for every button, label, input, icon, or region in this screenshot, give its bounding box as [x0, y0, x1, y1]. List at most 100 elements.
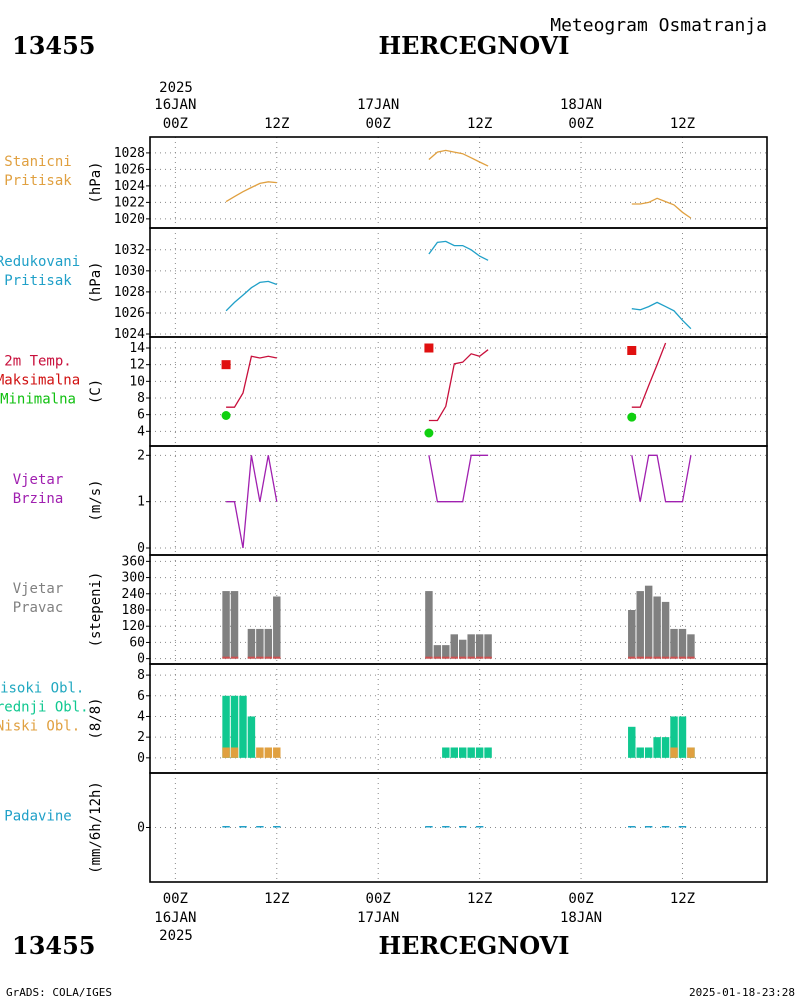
cloud-bar: [687, 747, 695, 758]
top-date-label: 18JAN: [560, 97, 602, 113]
wind-dir-bar: [467, 634, 475, 659]
series-line: [226, 355, 277, 408]
y-tick-label: 180: [122, 603, 145, 618]
bottom-hour-label: 12Z: [467, 891, 492, 907]
plot-area: [225, 149, 692, 219]
y-tick-label: 1: [137, 495, 145, 510]
plot-area: [225, 240, 692, 330]
plot-area: [226, 454, 692, 549]
wind-dir-bar: [661, 601, 670, 659]
wind-dir-baseline: [467, 656, 475, 659]
wind-dir-bar: [687, 634, 695, 659]
product-title: Meteogram Osmatranja: [550, 15, 767, 36]
precip-bar: [475, 826, 484, 828]
wind-dir-baseline: [256, 656, 264, 659]
panel-frame: [149, 136, 768, 229]
y-tick-label: 1026: [114, 162, 145, 177]
wind-dir-baseline: [459, 656, 467, 659]
max-temp-marker: [424, 343, 434, 353]
cloud-bar: [247, 716, 256, 758]
series-line: [225, 280, 278, 312]
wind-dir-bar: [442, 645, 450, 659]
wind-dir-bar: [230, 591, 239, 659]
series-line: [428, 349, 489, 422]
y-tick-label: 1032: [114, 243, 145, 258]
station-name-bottom: HERCEGNOVI: [378, 931, 569, 960]
y-tick-label: 12: [129, 358, 145, 373]
y-tick-label: 14: [129, 341, 145, 356]
wind-dir-bar: [264, 628, 273, 659]
top-hour-label: 12Z: [467, 116, 492, 132]
y-tick-label: 1028: [114, 285, 145, 300]
wind-dir-bar: [450, 634, 458, 659]
panel-label-line: Visoki Obl.: [0, 681, 84, 697]
panel-clouds: 0 2 4 6 8 (8/8)Visoki Obl. Srednji Obl. Niski O…: [0, 663, 768, 774]
y-axis-title: (mm/6h/12h): [88, 781, 104, 874]
cloud-bar: [670, 747, 678, 758]
precip-bar: [222, 826, 230, 828]
y-tick-label: 8: [137, 668, 145, 683]
wind-dir-bar: [433, 645, 442, 659]
wind-dir-bar: [653, 596, 661, 659]
top-date-label: 16JAN: [154, 97, 196, 113]
precip-bar: [644, 826, 653, 828]
wind-dir-baseline: [273, 656, 281, 659]
y-tick-label: 6: [137, 689, 145, 704]
panel-label-line: Minimalna: [0, 392, 76, 408]
plot-area: [222, 826, 687, 828]
precip-bar: [628, 826, 636, 828]
precip-bar: [425, 826, 433, 828]
year-top: 2025: [159, 80, 193, 96]
y-tick-label: 1030: [114, 264, 145, 279]
top-time-axis: 16JAN 00Z 12Z 17JAN 00Z 12Z 18JAN 00Z 12Z: [154, 97, 695, 132]
plot-area: [222, 585, 695, 659]
wind-dir-bar: [670, 628, 678, 659]
y-axis-title: (hPa): [88, 161, 104, 203]
cloud-bar: [670, 716, 678, 758]
wind-dir-bar: [459, 639, 467, 659]
wind-dir-baseline: [644, 656, 653, 659]
bottom-date-label: 17JAN: [357, 910, 399, 926]
precip-bar: [273, 826, 281, 828]
y-tick-label: 1022: [114, 195, 145, 210]
bottom-hour-label: 00Z: [366, 891, 391, 907]
wind-dir-bar: [273, 596, 281, 659]
y-axis-title: (8/8): [88, 697, 104, 739]
wind-dir-baseline: [628, 656, 636, 659]
panels: 10201022102410261028(hPa)StanicniPritisa…: [0, 136, 768, 883]
bottom-hour-label: 00Z: [568, 891, 593, 907]
series-line: [428, 240, 489, 261]
series-line: [631, 454, 692, 503]
wind-dir-bar: [222, 591, 230, 659]
top-hour-label: 00Z: [568, 116, 593, 132]
panel-label-line: Vjetar: [13, 472, 64, 488]
series-line: [226, 455, 278, 549]
cloud-bar: [230, 747, 239, 758]
precip-bar: [239, 826, 247, 828]
y-tick-label: 0: [137, 541, 145, 556]
y-tick-label: 1028: [114, 146, 145, 161]
station-id-bottom: 13455: [12, 931, 96, 960]
y-tick-label: 4: [137, 424, 145, 439]
precip-bar: [256, 826, 264, 828]
panel-label-line: 2m Temp.: [4, 354, 71, 370]
wind-dir-baseline: [661, 656, 670, 659]
y-tick-label: 300: [122, 571, 145, 586]
y-axis-title: (stepeni): [88, 572, 104, 648]
cloud-bar: [450, 747, 458, 758]
wind-dir-baseline: [247, 656, 256, 659]
panel-frame: [149, 227, 768, 338]
cloud-bar: [678, 716, 687, 758]
wind-dir-baseline: [678, 656, 687, 659]
wind-dir-baseline: [653, 656, 661, 659]
plot-area: [221, 342, 667, 438]
panel-label-line: Pravac: [13, 600, 64, 616]
y-tick-label: 2: [137, 730, 145, 745]
wind-dir-bar: [425, 591, 433, 659]
wind-dir-bar: [678, 628, 687, 659]
panel-label-line: Srednji Obl.: [0, 700, 89, 716]
min-temp-marker: [627, 412, 637, 422]
precip-bar: [442, 826, 450, 828]
cloud-bar: [459, 747, 467, 758]
